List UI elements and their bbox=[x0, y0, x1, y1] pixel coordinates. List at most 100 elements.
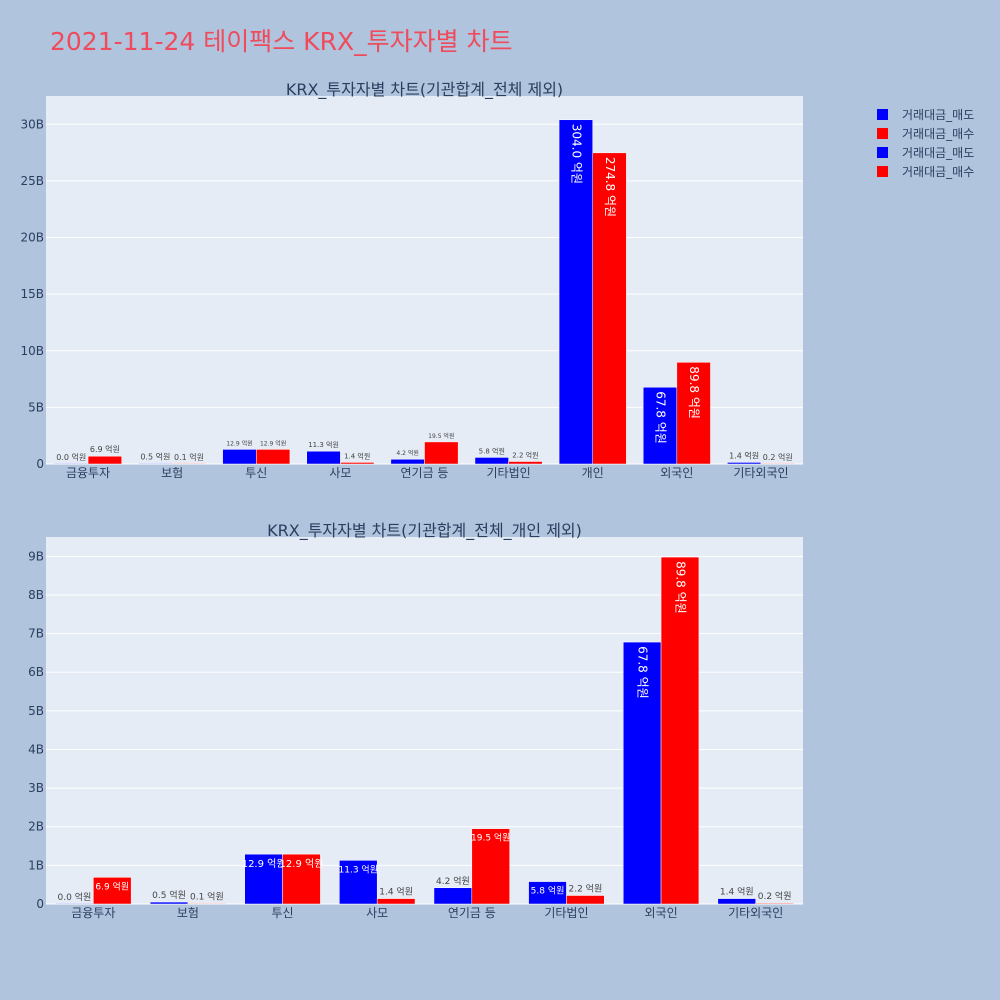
bar-buy bbox=[87, 455, 122, 465]
data-label: 12.9 억원 bbox=[226, 439, 252, 447]
x-tick-label: 사모 bbox=[329, 466, 351, 480]
x-tick-label: 사모 bbox=[366, 906, 388, 920]
bar-buy bbox=[592, 152, 627, 465]
y-tick-label: 4B bbox=[28, 742, 44, 756]
data-label: 2.2 억원 bbox=[568, 883, 602, 895]
bar-sell bbox=[244, 853, 283, 905]
y-tick-label: 7B bbox=[28, 627, 44, 641]
data-label: 4.2 억원 bbox=[436, 875, 470, 887]
data-label: 6.9 억원 bbox=[95, 880, 129, 892]
bar-sell bbox=[138, 463, 173, 465]
data-label: 4.2 억원 bbox=[396, 449, 419, 457]
bar-sell bbox=[474, 457, 509, 465]
bar-buy bbox=[282, 853, 321, 905]
x-tick-label: 기타법인 bbox=[544, 906, 588, 920]
y-tick-label: 15B bbox=[20, 287, 44, 301]
data-label: 67.8 억원 bbox=[654, 391, 668, 444]
y-tick-label: 8B bbox=[28, 588, 44, 602]
y-tick-label: 10B bbox=[20, 344, 44, 358]
x-tick-label: 보험 bbox=[161, 466, 183, 480]
data-label: 0.2 억원 bbox=[758, 890, 792, 902]
bar-sell bbox=[149, 901, 189, 905]
data-label: 89.8 억원 bbox=[687, 366, 701, 419]
bar-buy bbox=[566, 895, 605, 905]
x-tick-label: 투신 bbox=[272, 906, 294, 920]
legend-swatch bbox=[877, 147, 888, 158]
bar-buy bbox=[660, 556, 700, 905]
x-tick-label: 기타외국인 bbox=[728, 906, 783, 920]
legend-swatch bbox=[877, 109, 888, 120]
y-tick-label: 30B bbox=[20, 117, 44, 131]
data-label: 6.9 억원 bbox=[90, 444, 120, 454]
legend-label: 거래대금_매도 bbox=[902, 146, 974, 160]
y-tick-label: 5B bbox=[28, 704, 44, 718]
data-label: 11.3 억원 bbox=[339, 863, 378, 875]
bar-sell bbox=[55, 903, 94, 905]
bar-buy bbox=[424, 441, 459, 465]
legend-label: 거래대금_매수 bbox=[902, 127, 974, 141]
bar-buy bbox=[508, 461, 543, 465]
bar-buy bbox=[93, 877, 132, 905]
data-label: 12.9 억원 bbox=[242, 858, 286, 870]
bar-sell bbox=[717, 898, 756, 905]
legend-swatch bbox=[877, 166, 888, 177]
chart-title: KRX_투자자별 차트(기관합계_전체 제외) bbox=[286, 80, 563, 100]
bar-sell bbox=[54, 463, 89, 465]
bar-buy bbox=[187, 903, 227, 905]
chart-title: KRX_투자자별 차트(기관합계_전체_개인 제외) bbox=[267, 521, 582, 541]
data-label: 1.4 억원 bbox=[379, 886, 413, 898]
y-tick-label: 5B bbox=[28, 400, 44, 414]
x-tick-label: 외국인 bbox=[645, 906, 678, 920]
bar-buy bbox=[471, 828, 510, 905]
x-tick-label: 금융투자 bbox=[71, 906, 115, 920]
data-label: 5.8 억원 bbox=[531, 885, 565, 897]
data-label: 19.5 억원 bbox=[428, 432, 454, 440]
bar-buy bbox=[171, 463, 207, 465]
bar-sell bbox=[390, 458, 425, 465]
bar-sell bbox=[339, 860, 378, 905]
x-tick-label: 외국인 bbox=[660, 466, 693, 480]
data-label: 0.1 억원 bbox=[174, 452, 204, 462]
data-label: 0.1 억원 bbox=[190, 891, 224, 903]
legend-label: 거래대금_매수 bbox=[902, 165, 974, 179]
x-tick-label: 기타외국인 bbox=[733, 466, 788, 480]
x-tick-label: 연기금 등 bbox=[448, 906, 496, 920]
data-label: 1.4 억원 bbox=[720, 886, 754, 898]
data-label: 11.3 억원 bbox=[308, 440, 339, 449]
bar-sell bbox=[306, 450, 341, 465]
bar-sell bbox=[222, 449, 257, 465]
y-tick-label: 0 bbox=[36, 457, 44, 471]
y-tick-label: 25B bbox=[20, 174, 44, 188]
bar-buy bbox=[760, 463, 795, 465]
bar-sell bbox=[727, 462, 762, 465]
data-label: 89.8 억원 bbox=[673, 561, 687, 614]
bar-buy bbox=[676, 362, 711, 465]
page-title: 2021-11-24 테이팩스 KRX_투자자별 차트 bbox=[50, 27, 513, 56]
y-tick-label: 20B bbox=[20, 231, 44, 245]
bar-buy bbox=[376, 898, 416, 905]
data-label: 1.4 억원 bbox=[729, 450, 759, 460]
x-tick-label: 기타법인 bbox=[487, 466, 531, 480]
y-tick-label: 2B bbox=[28, 820, 44, 834]
x-tick-label: 연기금 등 bbox=[401, 466, 449, 480]
y-tick-label: 1B bbox=[28, 858, 44, 872]
legend-swatch bbox=[877, 128, 888, 139]
data-label: 67.8 억원 bbox=[636, 646, 650, 699]
x-tick-label: 보험 bbox=[177, 906, 199, 920]
data-label: 2.2 억원 bbox=[512, 451, 538, 460]
data-label: 0.0 억원 bbox=[58, 891, 92, 903]
data-label: 5.8 억원 bbox=[479, 446, 505, 455]
bar-sell bbox=[642, 386, 678, 465]
data-label: 0.2 억원 bbox=[763, 452, 793, 462]
bar-sell bbox=[433, 887, 473, 905]
bar-buy bbox=[256, 449, 291, 465]
data-label: 0.5 억원 bbox=[140, 451, 170, 461]
data-label: 304.0 억원 bbox=[569, 124, 583, 184]
x-tick-label: 금융투자 bbox=[66, 466, 110, 480]
y-tick-label: 3B bbox=[28, 781, 44, 795]
y-tick-label: 6B bbox=[28, 665, 44, 679]
data-label: 0.0 억원 bbox=[56, 452, 86, 462]
data-label: 1.4 억원 bbox=[344, 451, 370, 460]
data-label: 12.9 억원 bbox=[280, 858, 324, 870]
